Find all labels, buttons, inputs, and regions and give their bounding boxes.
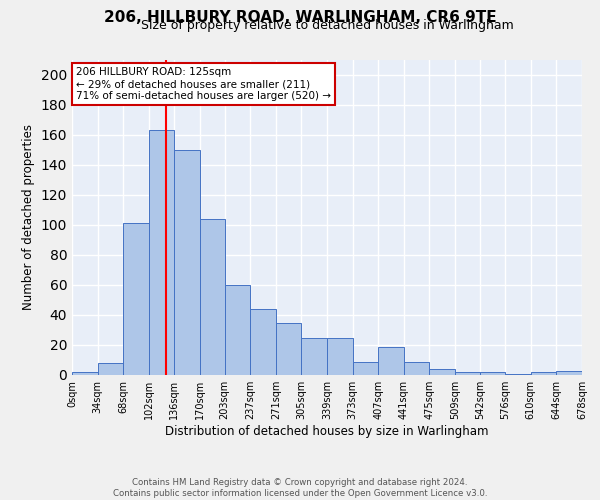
Y-axis label: Number of detached properties: Number of detached properties [22, 124, 35, 310]
Bar [327, 338, 353, 375]
Text: 206 HILLBURY ROAD: 125sqm
← 29% of detached houses are smaller (211)
71% of semi: 206 HILLBURY ROAD: 125sqm ← 29% of detac… [76, 68, 331, 100]
Bar [479, 372, 505, 375]
Bar [224, 285, 250, 375]
Bar [378, 346, 404, 375]
Bar [72, 372, 98, 375]
Bar [276, 322, 301, 375]
Bar [556, 370, 582, 375]
Bar [353, 362, 378, 375]
Title: Size of property relative to detached houses in Warlingham: Size of property relative to detached ho… [140, 20, 514, 32]
Bar [455, 372, 479, 375]
Bar [200, 219, 224, 375]
Bar [404, 362, 430, 375]
Bar [430, 369, 455, 375]
Bar [98, 363, 123, 375]
Text: Contains HM Land Registry data © Crown copyright and database right 2024.
Contai: Contains HM Land Registry data © Crown c… [113, 478, 487, 498]
Bar [123, 224, 149, 375]
Bar [175, 150, 200, 375]
Bar [301, 338, 327, 375]
Text: 206, HILLBURY ROAD, WARLINGHAM, CR6 9TE: 206, HILLBURY ROAD, WARLINGHAM, CR6 9TE [104, 10, 496, 25]
Bar [531, 372, 556, 375]
X-axis label: Distribution of detached houses by size in Warlingham: Distribution of detached houses by size … [165, 425, 489, 438]
Bar [149, 130, 175, 375]
Bar [250, 309, 276, 375]
Bar [505, 374, 531, 375]
